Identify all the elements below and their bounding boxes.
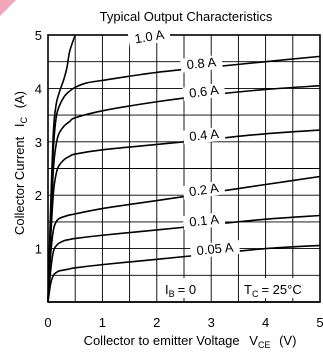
curve-label-group: 0.1 A — [182, 212, 226, 231]
annotation-ib: IB = 0 — [165, 282, 196, 299]
curve-label-bg — [182, 180, 226, 201]
x-tick-label: 5 — [316, 315, 323, 330]
x-tick-label: 0 — [44, 315, 51, 330]
x-axis-label: Collector to emitter Voltage VCE (V) — [84, 333, 297, 351]
y-axis-label-text: Collector Current — [12, 136, 27, 235]
x-tick-label: 4 — [262, 315, 269, 330]
x-axis-subscript: CE — [258, 340, 271, 350]
curve-label-group: 0.6 A — [182, 82, 226, 102]
curve-label: 0.2 A — [188, 180, 220, 199]
annotation-tc-subscript: C — [252, 289, 259, 299]
annotation-tc-symbol: T — [244, 282, 252, 297]
annotation-ib-symbol: I — [165, 282, 169, 297]
curve-label-group: 0.2 A — [182, 180, 226, 201]
x-tick-label: 3 — [208, 315, 215, 330]
y-tick-labels: 1 2 3 4 5 — [35, 28, 42, 257]
curve-label-group: 0.05 A — [189, 239, 241, 259]
y-axis-symbol: I — [12, 123, 27, 127]
y-tick-label: 2 — [35, 188, 42, 203]
annotation-ib-subscript: B — [169, 289, 175, 299]
curve-labels: 1.0 A 0.8 A 0.6 A 0.4 A 0.2 A 0.1 A 0.05 A — [127, 26, 241, 259]
y-tick-label: 4 — [35, 81, 42, 96]
annotation-tc-bg — [240, 278, 316, 298]
curve-label: 0.4 A — [189, 126, 220, 144]
curve-label: 0.05 A — [196, 240, 234, 259]
curve-label-group: 0.8 A — [180, 54, 223, 73]
curve-label-bg — [182, 212, 226, 231]
curve-label-bg — [189, 239, 241, 259]
curve-label: 1.0 A — [133, 27, 165, 47]
curve-label-bg — [182, 82, 226, 102]
curve-label: 0.8 A — [186, 54, 217, 72]
y-axis-unit: (A) — [12, 91, 27, 108]
y-tick-label: 3 — [35, 135, 42, 150]
y-axis-label: Collector Current IC (A) — [12, 91, 30, 235]
x-axis-symbol: V — [249, 333, 258, 348]
x-axis-label-text: Collector to emitter Voltage — [84, 333, 240, 348]
x-tick-labels: 0 1 2 3 4 5 — [44, 315, 323, 330]
annotation-tc-value: = 25°C — [261, 282, 301, 297]
x-axis-unit: (V) — [279, 333, 296, 348]
x-tick-label: 2 — [153, 315, 160, 330]
curve-label-bg — [180, 54, 223, 73]
corner-decoration — [0, 0, 16, 16]
curve-label-group: 0.4 A — [182, 126, 226, 145]
y-axis-subscript: C — [19, 116, 29, 123]
annotation-ib-bg — [159, 278, 209, 298]
x-tick-label: 1 — [99, 315, 106, 330]
curve-label: 0.1 A — [189, 212, 220, 230]
curve-label-bg — [182, 126, 226, 145]
curve-label-bg — [127, 26, 171, 48]
curve-label: 0.6 A — [188, 82, 220, 101]
curve-label-group: 1.0 A — [127, 26, 171, 48]
y-tick-label: 5 — [35, 28, 42, 43]
y-tick-label: 1 — [35, 242, 42, 257]
grid — [48, 35, 320, 302]
annotation-ib-value: = 0 — [178, 282, 196, 297]
chart-title: Typical Output Characteristics — [100, 9, 273, 24]
annotation-tc: TC = 25°C — [244, 282, 302, 299]
